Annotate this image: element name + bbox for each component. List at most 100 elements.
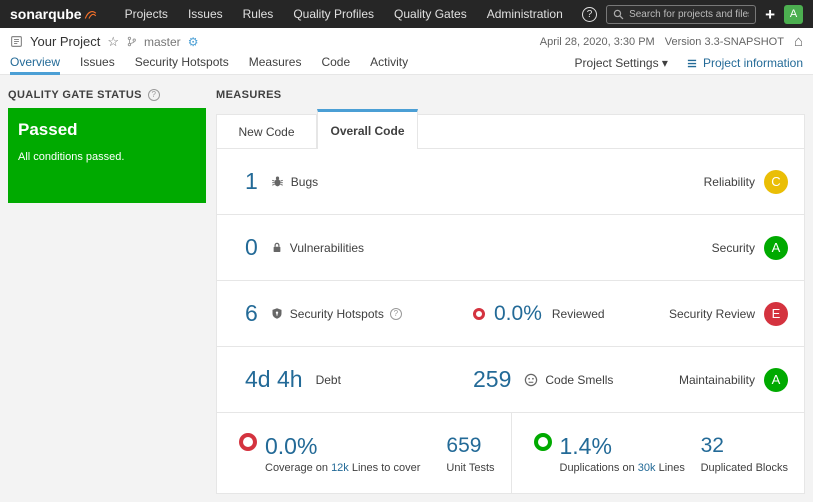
overview-content: QUALITY GATE STATUS ? Passed All conditi… [0,75,813,502]
measure-row-reliability: 1 Bugs Reliability C [217,149,804,215]
duplicated-blocks-measure: 32 Duplicated Blocks [701,433,788,474]
project-icon [11,36,22,47]
reliability-rating-badge[interactable]: C [764,169,788,194]
main-nav: Projects Issues Rules Quality Profiles Q… [115,7,573,21]
debt-value[interactable]: 4d 4h [245,366,303,392]
project-settings-label: Project Settings [574,56,659,70]
tab-issues[interactable]: Issues [80,55,115,69]
duplications-section: 1.4% Duplications on 30k Lines 32 Duplic… [510,413,805,493]
measures-title-text: MEASURES [216,88,282,101]
nav-item-administration[interactable]: Administration [486,7,563,21]
nav-item-quality-gates[interactable]: Quality Gates [394,7,467,21]
security-review-rating-badge[interactable]: E [764,301,788,326]
code-smells-count[interactable]: 259 [473,366,512,392]
duplicated-blocks-count[interactable]: 32 [700,433,724,457]
security-review-label: Security Review [668,306,755,321]
bugs-count[interactable]: 1 [245,168,258,194]
duplications-text: Duplications on [559,461,635,474]
branch-icon [127,36,136,47]
reviewed-measure: 0.0% Reviewed [473,302,605,326]
project-tabs: Overview Issues Security Hotspots Measur… [10,55,409,75]
debt-label: Debt [315,372,341,387]
quality-gate-panel: QUALITY GATE STATUS ? Passed All conditi… [8,83,206,494]
user-avatar[interactable]: A [784,4,803,24]
coverage-percent[interactable]: 0.0% [265,432,318,459]
vulnerabilities-measure: 0 Vulnerabilities [245,234,473,261]
project-header: Your Project ☆ master ⚙ April 28, 2020, … [0,28,813,55]
tab-code[interactable]: Code [321,55,351,69]
sonarqube-logo[interactable]: sonarqube [10,6,97,22]
duplicated-lines-link[interactable]: 30k [637,461,656,474]
security-hotspots-count[interactable]: 6 [245,300,258,326]
security-hotspot-icon [271,307,283,320]
duplications-percent[interactable]: 1.4% [559,432,612,459]
quality-gate-subtitle: All conditions passed. [18,151,125,163]
tab-activity[interactable]: Activity [370,55,409,69]
measures-panel: MEASURES New Code Overall Code 1 Bugs Re… [216,83,805,494]
bugs-measure: 1 Bugs [245,168,473,195]
nav-item-projects[interactable]: Projects [124,7,168,21]
lines-to-cover-link[interactable]: 12k [331,461,349,474]
quality-gate-title-text: QUALITY GATE STATUS [8,88,142,101]
tab-overview[interactable]: Overview [10,55,61,75]
project-name[interactable]: Your Project [30,34,101,49]
nav-item-rules[interactable]: Rules [242,7,274,21]
top-navigation-bar: sonarqube Projects Issues Rules Quality … [0,0,813,28]
unit-tests-count[interactable]: 659 [446,433,482,457]
branch-name: master [144,34,181,49]
measures-tabs-filler [418,114,805,148]
branch-settings-icon[interactable]: ⚙ [187,34,199,49]
reviewed-label: Reviewed [551,306,605,321]
search-icon [613,9,624,19]
maintainability-rating: Maintainability A [679,367,788,392]
nav-item-issues[interactable]: Issues [187,7,223,21]
security-hotspots-help-icon[interactable]: ? [389,307,402,320]
brand-text: sonarqube [10,6,82,22]
measures-tabs: New Code Overall Code [216,108,805,149]
security-hotspots-measure: 6 Security Hotspots ? [245,300,473,327]
home-icon[interactable]: ⌂ [793,33,803,50]
coverage-caption: Coverage on 12k Lines to cover [265,462,420,474]
coverage-text2: Lines to cover [351,461,421,474]
security-label: Security [711,240,755,255]
coverage-measure: 0.0% Coverage on 12k Lines to cover [265,433,420,474]
duplications-measure: 1.4% Duplications on 30k Lines [560,433,685,474]
project-settings-dropdown[interactable]: Project Settings ▾ [575,56,668,70]
maintainability-rating-badge[interactable]: A [764,367,788,392]
debt-measure: 4d 4h Debt [245,366,473,393]
duplications-text2: Lines [658,461,685,474]
reliability-rating: Reliability C [703,169,788,194]
quality-gate-status: Passed [18,120,78,139]
measures-title: MEASURES [216,88,805,101]
reviewed-percent[interactable]: 0.0% [494,301,542,325]
plus-button[interactable]: + [765,4,775,24]
unit-tests-measure: 659 Unit Tests [446,433,494,474]
security-rating: Security A [711,235,788,260]
code-smells-icon [524,373,538,387]
quality-gate-title: QUALITY GATE STATUS ? [8,88,206,101]
quality-gate-help-icon[interactable]: ? [147,88,160,101]
security-rating-badge[interactable]: A [764,235,788,260]
code-smells-label: Code Smells [545,372,614,387]
vulnerabilities-count[interactable]: 0 [245,234,258,260]
tab-overall-code[interactable]: Overall Code [317,109,418,149]
reliability-label: Reliability [703,174,755,189]
tab-security-hotspots[interactable]: Security Hotspots [134,55,229,69]
favorite-star-icon[interactable]: ☆ [107,34,119,49]
measure-row-maintainability: 4d 4h Debt 259 Code Smells Maintainabili… [217,347,804,413]
coverage-ring-icon [239,432,257,451]
nav-item-quality-profiles[interactable]: Quality Profiles [293,7,375,21]
project-information-button[interactable]: Project information [686,56,803,70]
global-search[interactable] [606,4,757,24]
help-icon[interactable]: ? [582,6,598,22]
measure-row-security: 0 Vulnerabilities Security A [217,215,804,281]
vulnerabilities-label: Vulnerabilities [289,240,365,255]
project-meta: April 28, 2020, 3:30 PM Version 3.3-SNAP… [540,34,803,49]
search-input[interactable] [629,8,750,20]
tab-new-code[interactable]: New Code [216,114,317,148]
measures-footer: 0.0% Coverage on 12k Lines to cover 659 … [217,413,804,493]
measures-card: 1 Bugs Reliability C 0 Vulnerabilities [216,148,805,494]
tab-measures[interactable]: Measures [248,55,302,69]
version-label: Version 3.3-SNAPSHOT [664,35,784,48]
